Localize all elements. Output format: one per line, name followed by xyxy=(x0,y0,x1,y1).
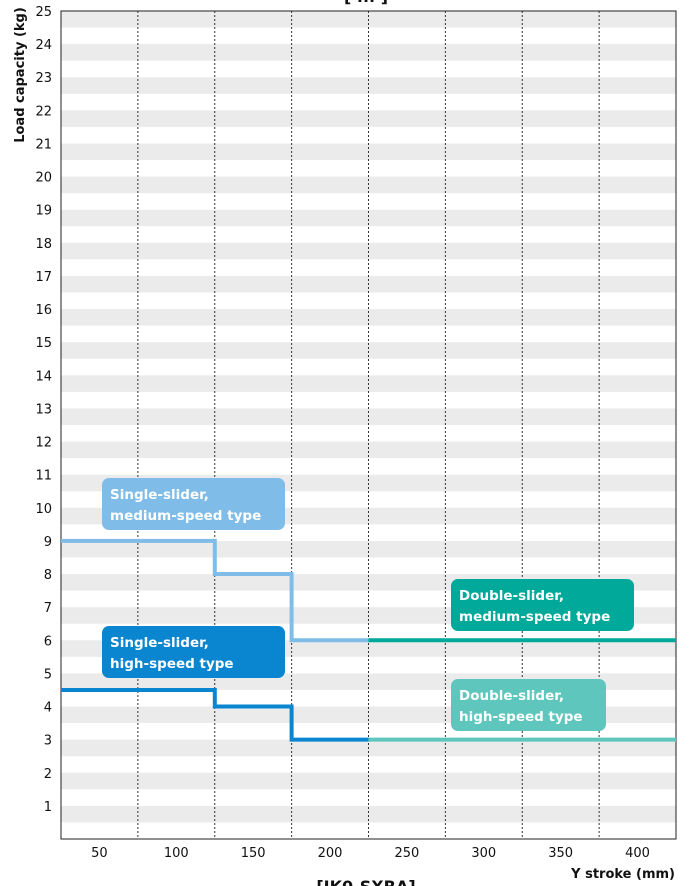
series-label-boxes: Single-slider,medium-speed typeSingle-sl… xyxy=(102,478,634,731)
y-tick-labels: 1234567891011121314151617181920212223242… xyxy=(35,5,52,815)
grid-band xyxy=(61,77,676,94)
y-tick-label: 2 xyxy=(44,767,52,782)
label-text: Single-slider, xyxy=(110,487,209,503)
y-axis-label: Load capacity (kg) xyxy=(13,7,28,143)
y-tick-label: 17 xyxy=(35,270,52,285)
plot-border xyxy=(60,10,677,840)
bottom-cut-title: [IK0-SXRA] xyxy=(316,877,415,886)
y-tick-label: 15 xyxy=(35,336,52,351)
x-tick-label: 100 xyxy=(164,846,189,861)
x-axis-label: Y stroke (mm) xyxy=(570,867,675,882)
label-text: high-speed type xyxy=(110,656,234,672)
y-tick-label: 3 xyxy=(44,734,52,749)
y-tick-label: 20 xyxy=(35,171,52,186)
x-tick-label: 50 xyxy=(91,846,108,861)
y-tick-label: 7 xyxy=(44,601,52,616)
x-tick-label: 300 xyxy=(471,846,496,861)
y-tick-label: 21 xyxy=(35,137,52,152)
grid-band xyxy=(61,110,676,127)
y-tick-label: 22 xyxy=(35,104,52,119)
x-tick-label: 200 xyxy=(318,846,343,861)
label-box xyxy=(451,579,634,631)
y-tick-label: 9 xyxy=(44,535,52,550)
y-tick-label: 12 xyxy=(35,436,52,451)
grid-band xyxy=(61,441,676,459)
x-tick-label: 250 xyxy=(395,846,420,861)
series-label-3: Double-slider, medium-speed type xyxy=(451,579,634,631)
x-tick-label: 350 xyxy=(548,846,573,861)
label-text: high-speed type xyxy=(459,709,583,725)
y-tick-label: 24 xyxy=(35,38,52,53)
y-tick-label: 19 xyxy=(35,204,52,219)
grid-band xyxy=(61,805,676,823)
series-label-4: Double-slider, high-speed type xyxy=(451,679,606,731)
label-box xyxy=(451,679,606,731)
y-tick-label: 14 xyxy=(35,369,52,384)
y-tick-label: 18 xyxy=(35,237,52,252)
y-tick-label: 6 xyxy=(44,634,52,649)
series-label-1: Single-slider, medium-speed type xyxy=(102,478,285,530)
label-box xyxy=(102,626,285,678)
label-text: medium-speed type xyxy=(459,609,610,625)
label-text: medium-speed type xyxy=(110,508,261,524)
series-line-1 xyxy=(61,538,369,643)
grid-band xyxy=(61,309,676,326)
label-box xyxy=(102,478,285,530)
label-text: Double-slider, xyxy=(459,688,564,704)
label-text: Double-slider, xyxy=(459,588,564,604)
series-lines xyxy=(61,538,676,742)
grid-band xyxy=(61,209,676,227)
y-tick-label: 10 xyxy=(35,502,52,517)
x-tick-labels: 50 100 150 200 250 300 350 400 xyxy=(91,846,650,861)
y-tick-label: 11 xyxy=(35,469,52,484)
y-tick-label: 23 xyxy=(35,71,52,86)
y-tick-label: 16 xyxy=(35,303,52,318)
x-tick-label: 150 xyxy=(241,846,266,861)
y-tick-label: 5 xyxy=(44,667,52,682)
x-tick-label: 400 xyxy=(625,846,650,861)
plot-frame xyxy=(60,10,677,840)
y-tick-label: 4 xyxy=(44,701,52,716)
top-cut-title: [ ... ] xyxy=(344,0,388,6)
y-tick-label: 25 xyxy=(35,5,52,20)
y-tick-label: 13 xyxy=(35,402,52,417)
label-text: Single-slider, xyxy=(110,635,209,651)
series-line-2 xyxy=(61,688,369,742)
grid-band xyxy=(61,342,676,359)
y-tick-label: 1 xyxy=(44,800,52,815)
series-label-2: Single-slider, high-speed type xyxy=(102,626,285,678)
y-tick-label: 8 xyxy=(44,568,52,583)
